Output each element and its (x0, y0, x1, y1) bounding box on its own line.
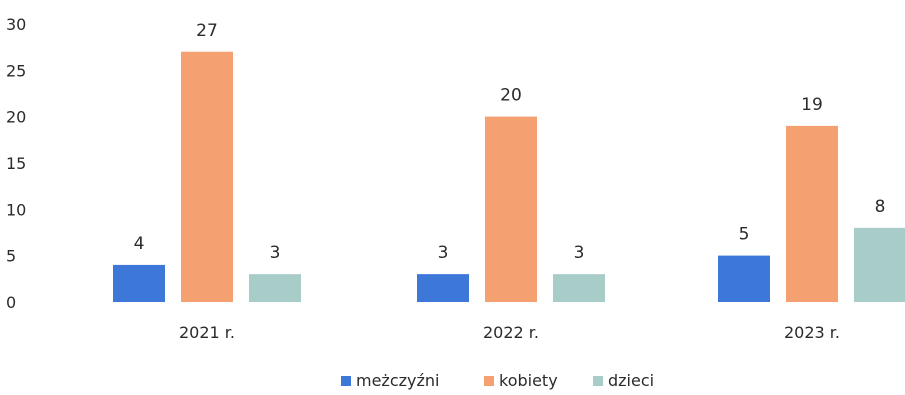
data-label: 4 (134, 234, 145, 254)
legend: meżczyźni kobiety dzieci (341, 371, 654, 390)
y-axis-ticks: 0 5 10 15 20 25 30 (6, 15, 26, 312)
y-tick-label: 5 (6, 247, 16, 266)
bar-dzieci-2021 r. (249, 274, 301, 302)
bar-meżczyźni-2023 r. (718, 255, 770, 302)
data-label: 3 (574, 243, 585, 263)
bar-kobiety-2022 r. (485, 116, 537, 303)
legend-label: kobiety (499, 371, 558, 390)
x-axis-categories: 2021 r. 2022 r. 2023 r. (179, 323, 840, 342)
y-tick-label: 0 (6, 293, 16, 312)
legend-label: dzieci (608, 371, 654, 390)
bar-dzieci-2022 r. (553, 274, 605, 302)
legend-swatch-dzieci (593, 376, 603, 386)
bar-meżczyźni-2021 r. (113, 264, 165, 302)
legend-swatch-kobiety (484, 376, 494, 386)
bar-kobiety-2023 r. (786, 125, 838, 302)
bar-top-edge (553, 274, 605, 277)
bar-dzieci-2023 r. (854, 227, 905, 302)
data-label: 19 (801, 95, 823, 115)
data-label: 3 (438, 243, 449, 263)
data-label: 27 (196, 21, 218, 41)
data-label: 20 (500, 86, 522, 106)
bar-top-edge (786, 125, 838, 128)
y-tick-label: 10 (6, 200, 26, 219)
data-label: 8 (875, 197, 886, 217)
bars-group (113, 51, 905, 303)
data-labels-group: 4 3 5 27 20 19 3 3 8 (134, 21, 886, 263)
legend-label: meżczyźni (356, 371, 439, 390)
bar-top-edge (113, 264, 165, 267)
bar-kobiety-2021 r. (181, 51, 233, 302)
bar-top-edge (854, 227, 905, 230)
y-tick-label: 20 (6, 108, 26, 127)
data-label: 5 (739, 225, 750, 245)
category-label: 2022 r. (483, 323, 539, 342)
bar-meżczyźni-2022 r. (417, 274, 469, 302)
y-tick-label: 25 (6, 61, 26, 80)
bar-top-edge (417, 274, 469, 277)
legend-swatch-meżczyźni (341, 376, 351, 386)
bar-top-edge (249, 274, 301, 277)
bar-top-edge (718, 255, 770, 258)
category-label: 2021 r. (179, 323, 235, 342)
category-label: 2023 r. (784, 323, 840, 342)
bar-top-edge (181, 51, 233, 54)
y-tick-label: 30 (6, 15, 26, 34)
y-tick-label: 15 (6, 154, 26, 173)
data-label: 3 (270, 243, 281, 263)
bar-top-edge (485, 116, 537, 119)
